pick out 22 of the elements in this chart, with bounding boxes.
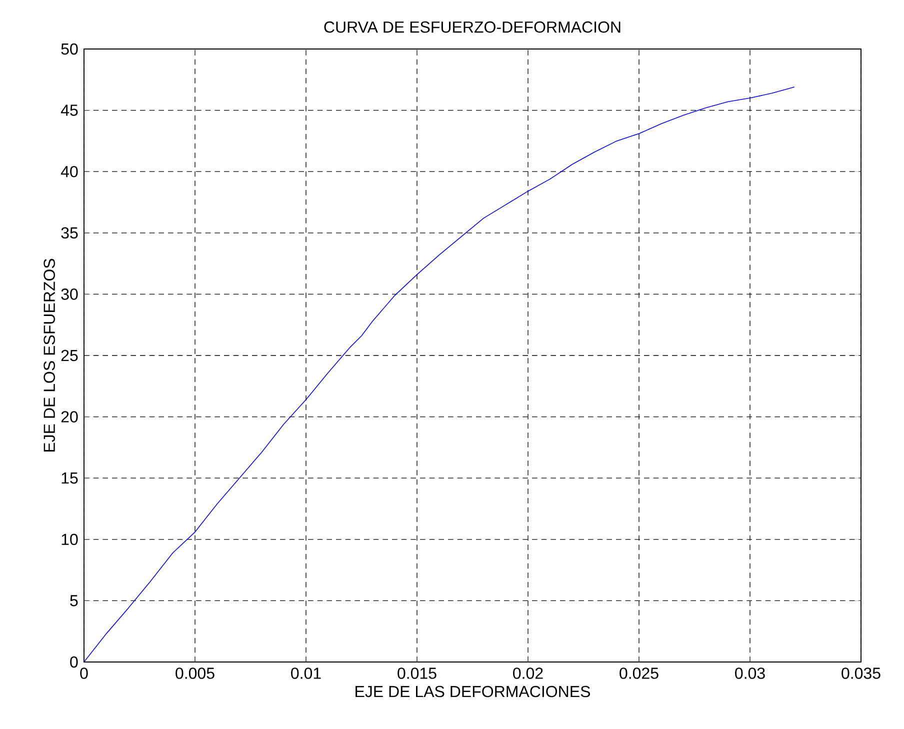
- x-axis-title: EJE DE LAS DEFORMACIONES: [356, 686, 590, 698]
- y-tick-label: 20: [61, 411, 78, 422]
- y-tick-label: 25: [61, 350, 78, 362]
- y-tick-label: 40: [60, 166, 78, 178]
- x-tick-label: 0.03: [735, 668, 765, 679]
- x-tick-label: 0.005: [176, 668, 214, 679]
- y-tick-label: 5: [70, 595, 78, 606]
- y-tick-label: 30: [61, 288, 78, 300]
- x-tick-label: 0.025: [620, 668, 658, 679]
- x-tick-label: 0.035: [842, 668, 880, 679]
- y-tick-label: 50: [61, 43, 78, 55]
- x-tick-label: 0.01: [291, 668, 321, 679]
- y-tick-label: 45: [60, 104, 78, 116]
- x-tick-label: 0: [80, 668, 88, 679]
- y-axis-title: EJE DE LOS ESFUERZOS: [44, 258, 55, 452]
- chart-title: CURVA DE ESFUERZO-DEFORMACION: [324, 21, 620, 33]
- x-tick-label: 0.02: [513, 668, 543, 679]
- y-tick-label: 35: [61, 227, 78, 239]
- y-tick-label: 0: [70, 656, 78, 668]
- x-tick-label: 0.015: [398, 668, 436, 679]
- y-tick-label: 10: [62, 534, 78, 546]
- y-tick-label: 15: [62, 472, 78, 484]
